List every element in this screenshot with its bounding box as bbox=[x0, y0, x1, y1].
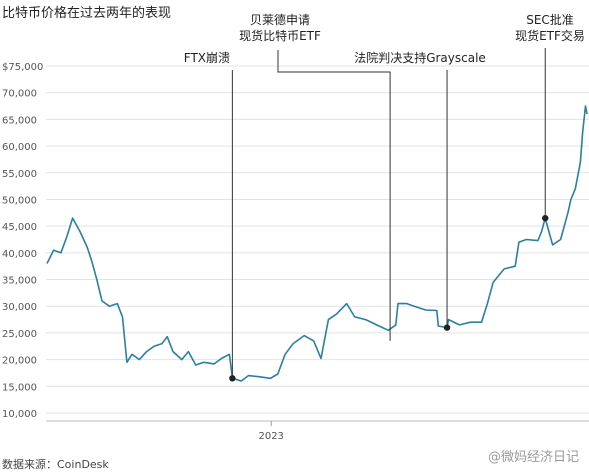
y-tick-label: 20,000 bbox=[2, 356, 37, 367]
annotation-label: 现货ETF交易 bbox=[515, 28, 585, 43]
data-source: 数据来源：CoinDesk bbox=[2, 458, 109, 471]
x-tick-label: 2023 bbox=[258, 431, 283, 442]
annotation: 法院判决支持Grayscale bbox=[354, 50, 486, 331]
y-tick-label: 70,000 bbox=[2, 89, 37, 100]
annotation-label: SEC批准 bbox=[526, 12, 574, 27]
y-tick-label: 25,000 bbox=[2, 329, 37, 340]
annotations: FTX崩溃贝莱德申请现货比特币ETF法院判决支持GrayscaleSEC批准现货… bbox=[184, 12, 585, 382]
y-tick-label: 60,000 bbox=[2, 142, 37, 153]
annotation-label: 贝莱德申请 bbox=[250, 12, 310, 27]
y-tick-label: 45,000 bbox=[2, 222, 37, 233]
annotation-marker bbox=[229, 375, 236, 382]
annotation-leader-line bbox=[277, 50, 391, 341]
y-axis-ticks: 10,000 15,000 20,000 25,000 30,000 35,000 40,0… bbox=[2, 62, 43, 420]
y-tick-label: 35,000 bbox=[2, 276, 37, 287]
y-tick-label: 30,000 bbox=[2, 302, 37, 313]
annotation-label: FTX崩溃 bbox=[184, 51, 230, 65]
y-tick-label: 65,000 bbox=[2, 115, 37, 126]
watermark: @微妈经济日记 bbox=[488, 450, 580, 465]
x-axis-ticks: 2023 bbox=[46, 420, 589, 442]
y-tick-label: 40,000 bbox=[2, 249, 37, 260]
y-tick-label: 15,000 bbox=[2, 382, 37, 393]
y-tick-label: 55,000 bbox=[2, 169, 37, 180]
chart-title: 比特币价格在过去两年的表现 bbox=[2, 6, 172, 21]
annotation-marker bbox=[443, 324, 451, 331]
price-series-line bbox=[46, 105, 588, 382]
series-layer bbox=[46, 105, 588, 382]
y-tick-label: $75,000 bbox=[2, 62, 43, 73]
annotation-label: 法院判决支持Grayscale bbox=[354, 50, 486, 65]
annotation-marker bbox=[542, 214, 549, 222]
annotation: FTX崩溃 bbox=[184, 51, 236, 382]
y-tick-label: 50,000 bbox=[2, 195, 37, 206]
annotation-label: 现货比特币ETF bbox=[239, 28, 321, 43]
y-tick-label: 10,000 bbox=[2, 409, 37, 420]
grid bbox=[46, 65, 589, 414]
